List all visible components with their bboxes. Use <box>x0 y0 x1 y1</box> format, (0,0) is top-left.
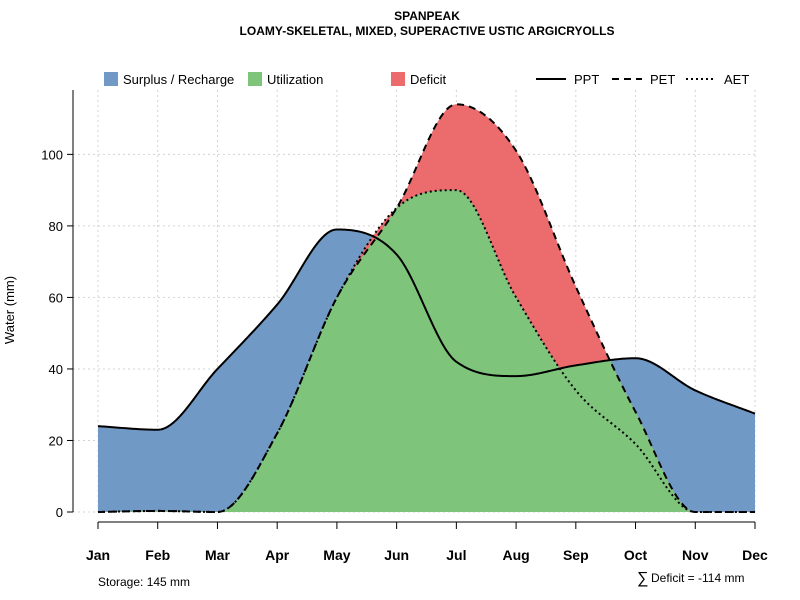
axes: 0 20 40 60 80 100 Jan Feb Mar Apr May Jun Jul Aug Sep O… <box>41 90 768 563</box>
x-tick-label-mar: Mar <box>205 547 230 563</box>
chart-subtitle: LOAMY-SKELETAL, MIXED, SUPERACTIVE USTIC… <box>240 24 615 38</box>
deficit-note: Deficit = -114 mm <box>651 571 744 585</box>
x-tick-label-sep: Sep <box>563 547 589 563</box>
x-tick-label-dec: Dec <box>742 547 768 563</box>
legend-swatch-deficit <box>391 72 405 86</box>
x-tick-label-aug: Aug <box>502 547 529 563</box>
utilization-area <box>98 190 755 512</box>
x-tick-label-may: May <box>323 547 350 563</box>
legend-label-utilization: Utilization <box>267 72 323 87</box>
chart-title: SPANPEAK <box>394 9 460 23</box>
y-axis-label: Water (mm) <box>2 276 17 344</box>
legend: Surplus / Recharge Utilization Deficit P… <box>104 72 749 87</box>
legend-label-deficit: Deficit <box>410 72 447 87</box>
legend-label-surplus: Surplus / Recharge <box>123 72 234 87</box>
x-tick-label-nov: Nov <box>682 547 709 563</box>
sum-symbol: ∑ <box>637 570 648 587</box>
x-tick-label-jun: Jun <box>384 547 409 563</box>
legend-swatch-utilization <box>248 72 262 86</box>
legend-label-ppt: PPT <box>574 72 599 87</box>
deficit-area <box>98 104 755 512</box>
y-tick-label: 80 <box>49 219 63 234</box>
series-line-ppt <box>97 228 756 431</box>
y-tick-label: 100 <box>41 147 63 162</box>
series-line-pet <box>97 103 755 513</box>
x-tick-label-feb: Feb <box>145 547 170 563</box>
legend-label-pet: PET <box>650 72 675 87</box>
y-tick-label: 60 <box>49 290 63 305</box>
series-lines <box>97 103 756 513</box>
x-tick-label-jan: Jan <box>86 547 110 563</box>
storage-note: Storage: 145 mm <box>98 575 190 589</box>
y-tick-label: 40 <box>49 362 63 377</box>
legend-label-aet: AET <box>724 72 749 87</box>
x-tick-label-apr: Apr <box>265 547 290 563</box>
series-line-aet <box>97 189 755 513</box>
x-tick-label-oct: Oct <box>624 547 648 563</box>
x-tick-label-jul: Jul <box>446 547 466 563</box>
y-tick-label: 20 <box>49 433 63 448</box>
y-tick-label: 0 <box>56 505 63 520</box>
legend-swatch-surplus <box>104 72 118 86</box>
areas <box>98 104 755 512</box>
